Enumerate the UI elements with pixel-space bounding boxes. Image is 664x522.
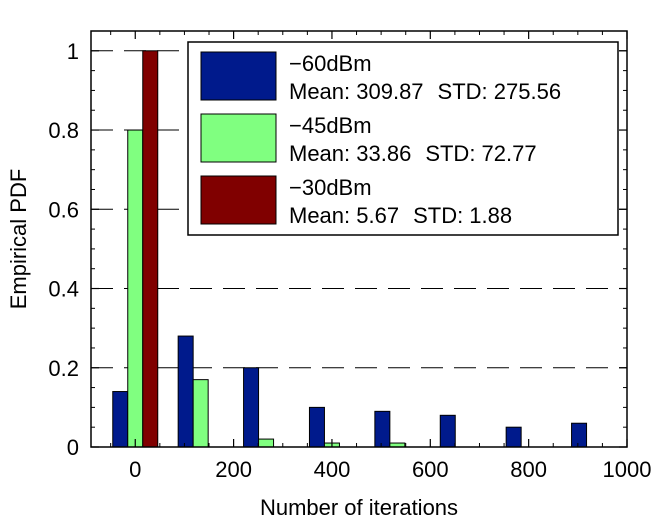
- bar-series-0-bin-5: [439, 414, 456, 448]
- legend: −60dBm Mean: 309.87 STD: 275.56 −45dBm M…: [187, 41, 619, 236]
- bar-series-2-bin-0: [142, 50, 159, 448]
- x-tick-label-600: 600: [412, 457, 449, 482]
- bar-series-1-bin-0: [127, 129, 144, 448]
- legend-mean-minus-60dbm: Mean: 309.87: [289, 79, 424, 104]
- legend-label-minus-60dbm: −60dBm: [289, 51, 372, 76]
- y-tick-label-0: 0: [67, 435, 79, 460]
- bar-series-0-bin-6: [505, 426, 522, 448]
- bar-series-0-bin-1: [177, 335, 194, 448]
- y-axis-title: Empirical PDF: [6, 169, 31, 310]
- bar-series-0-bin-2: [243, 367, 260, 448]
- y-tick-label-0.4: 0.4: [48, 277, 79, 302]
- legend-std-minus-60dbm: STD: 275.56: [438, 79, 562, 104]
- legend-mean-minus-45dbm: Mean: 33.86: [289, 141, 411, 166]
- y-tick-label-0.8: 0.8: [48, 118, 79, 143]
- bar-series-1-bin-1: [192, 379, 209, 448]
- y-tick-label-0.6: 0.6: [48, 197, 79, 222]
- legend-swatch-minus-60dbm: [200, 51, 277, 101]
- legend-entry-minus-45dbm: −45dBm Mean: 33.86 STD: 72.77: [200, 113, 537, 166]
- y-tick-label-0.2: 0.2: [48, 356, 79, 381]
- legend-mean-minus-30dbm: Mean: 5.67: [289, 203, 399, 228]
- bar-series-0-bin-7: [571, 422, 588, 448]
- legend-std-minus-30dbm: STD: 1.88: [413, 203, 512, 228]
- x-tick-label-800: 800: [510, 457, 547, 482]
- axis-ticks: 0 200 400 600 800 1000 0 0.2 0.4 0.6 0.8 1: [48, 31, 651, 482]
- x-tick-label-200: 200: [215, 457, 252, 482]
- legend-swatch-minus-45dbm: [200, 113, 277, 163]
- legend-entry-minus-30dbm: −30dBm Mean: 5.67 STD: 1.88: [200, 175, 512, 228]
- x-tick-label-400: 400: [314, 457, 351, 482]
- legend-std-minus-45dbm: STD: 72.77: [425, 141, 536, 166]
- bar-series-0-bin-3: [308, 406, 325, 448]
- x-tick-label-0: 0: [129, 457, 141, 482]
- x-tick-label-1000: 1000: [603, 457, 652, 482]
- plot-area-frame: [90, 30, 628, 448]
- y-tick-label-1: 1: [67, 39, 79, 64]
- bar-series-1-bin-2: [258, 438, 275, 448]
- legend-label-minus-30dbm: −30dBm: [289, 175, 372, 200]
- x-axis-title: Number of iterations: [260, 495, 458, 520]
- legend-entry-minus-60dbm: −60dBm Mean: 309.87 STD: 275.56: [200, 51, 562, 104]
- bar-series-0-bin-0: [112, 391, 129, 448]
- legend-label-minus-45dbm: −45dBm: [289, 113, 372, 138]
- legend-swatch-minus-30dbm: [200, 175, 277, 225]
- bar-series-0-bin-4: [374, 410, 391, 448]
